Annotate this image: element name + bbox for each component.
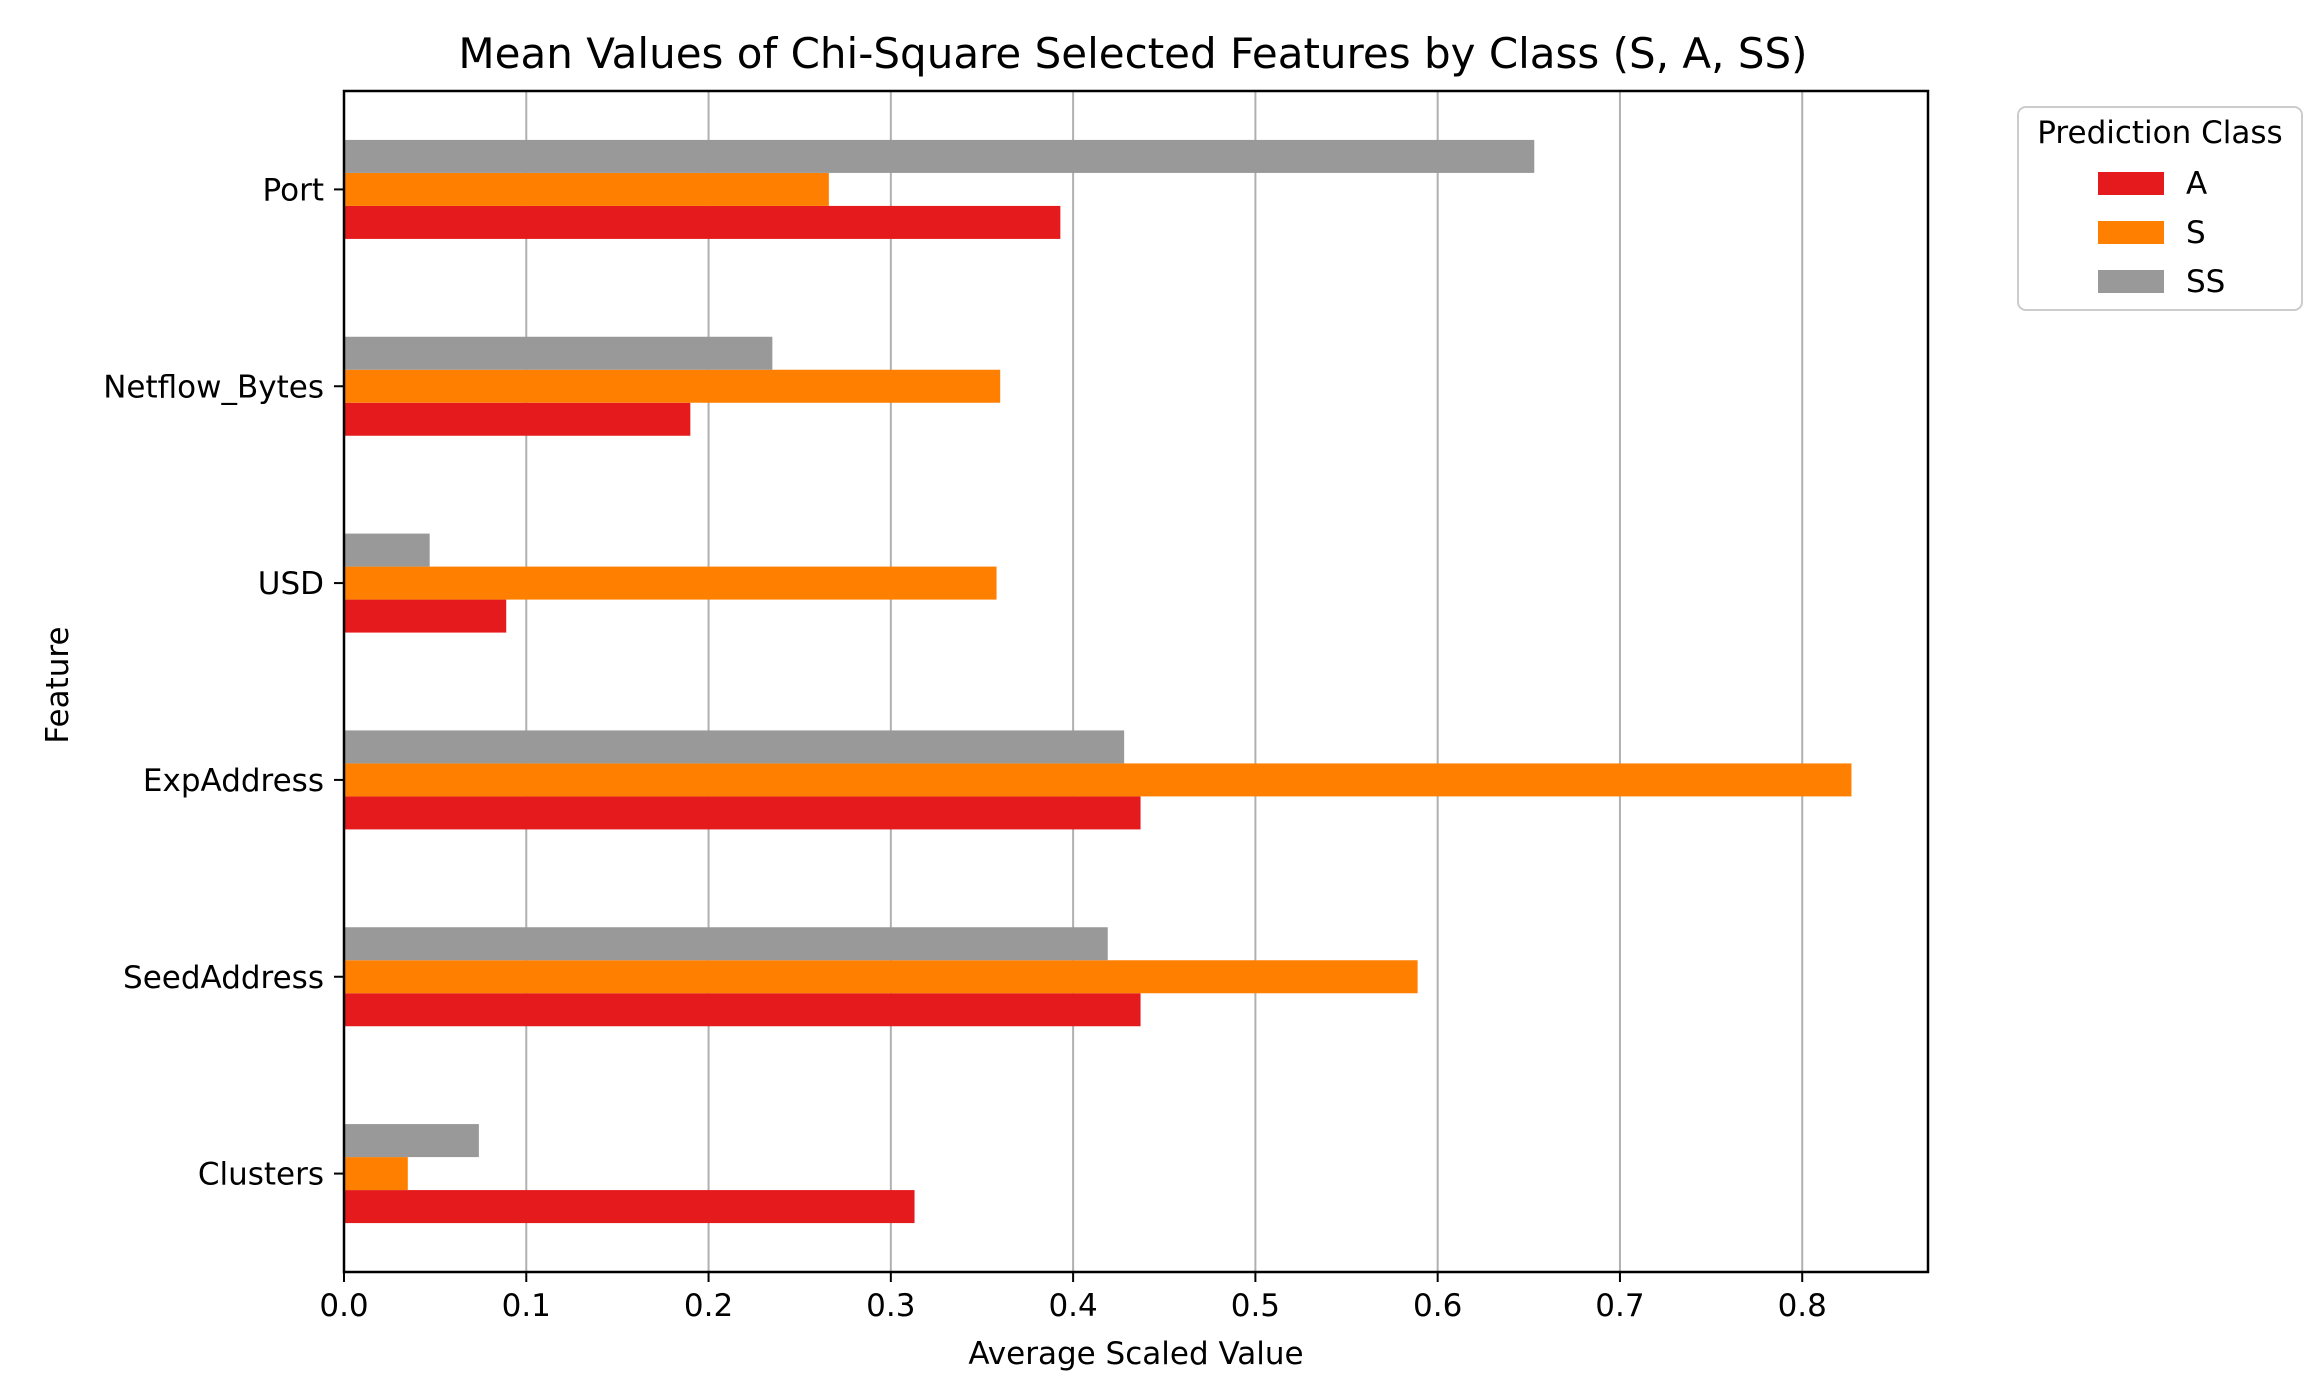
y-axis-label: Feature [40, 626, 76, 743]
bar-S-Clusters [344, 1157, 408, 1191]
y-tick-label: SeedAddress [123, 960, 324, 996]
legend-label-S: S [2186, 215, 2206, 251]
bar-A-USD [344, 599, 507, 633]
bar-SS-Clusters [344, 1124, 479, 1158]
bar-S-ExpAddress [344, 763, 1852, 797]
x-tick-label: 0.6 [1413, 1288, 1462, 1324]
legend-label-SS: SS [2186, 264, 2225, 300]
x-tick-label: 0.7 [1595, 1288, 1644, 1324]
bar-S-Netflow_Bytes [344, 369, 1001, 403]
legend-title: Prediction Class [2037, 115, 2282, 151]
bar-S-Port [344, 172, 829, 206]
bar-SS-USD [344, 533, 430, 567]
bar-A-Port [344, 205, 1061, 239]
legend-swatch-A [2098, 172, 2164, 195]
bar-S-USD [344, 566, 997, 600]
x-tick-label: 0.8 [1778, 1288, 1827, 1324]
x-tick-label: 0.1 [502, 1288, 551, 1324]
bar-A-ExpAddress [344, 796, 1141, 830]
y-tick-label: Netflow_Bytes [103, 369, 324, 405]
bar-SS-Netflow_Bytes [344, 336, 773, 370]
x-tick-label: 0.4 [1048, 1288, 1097, 1324]
bar-SS-ExpAddress [344, 730, 1125, 764]
legend-swatch-SS [2098, 270, 2164, 293]
bar-A-Netflow_Bytes [344, 402, 691, 436]
y-tick-label: ExpAddress [143, 763, 324, 799]
legend-swatch-S [2098, 221, 2164, 244]
bar-A-SeedAddress [344, 993, 1141, 1027]
x-tick-label: 0.3 [866, 1288, 915, 1324]
y-tick-label: USD [258, 566, 324, 602]
x-tick-label: 0.2 [684, 1288, 733, 1324]
chart-title: Mean Values of Chi-Square Selected Featu… [458, 29, 1807, 78]
y-tick-label: Clusters [198, 1157, 324, 1193]
legend-label-A: A [2186, 166, 2207, 202]
bar-SS-Port [344, 139, 1535, 173]
x-ticks: 0.0 0.1 0.2 0.3 0.4 0.5 0.6 0.7 0.8 [319, 1272, 1827, 1324]
bar-SS-SeedAddress [344, 927, 1108, 961]
x-tick-label: 0.0 [319, 1288, 368, 1324]
bar-S-SeedAddress [344, 960, 1418, 994]
y-tick-label: Port [263, 172, 324, 208]
x-axis-label: Average Scaled Value [968, 1336, 1303, 1372]
grid [343, 91, 1804, 1272]
x-tick-label: 0.5 [1231, 1288, 1280, 1324]
legend-frame [2017, 106, 2303, 311]
y-ticks: Port Netflow_Bytes USD ExpAddress SeedAddres… [103, 172, 344, 1193]
bars [344, 139, 1852, 1224]
bar-A-Clusters [344, 1190, 915, 1224]
plot-frame [342, 89, 1930, 1274]
